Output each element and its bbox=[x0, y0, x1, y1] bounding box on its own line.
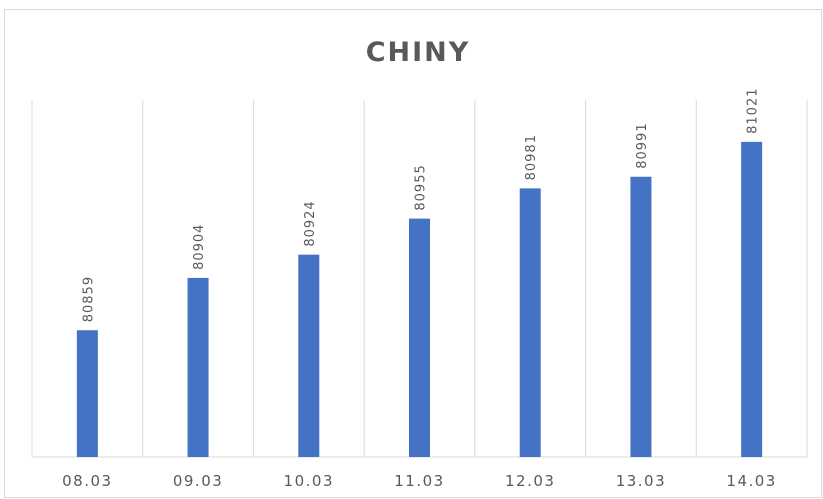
bar-14.03 bbox=[741, 141, 763, 457]
x-tick-label-12.03: 12.03 bbox=[505, 472, 555, 490]
bar-12.03 bbox=[519, 188, 541, 457]
bar-11.03 bbox=[409, 218, 430, 457]
data-label-11.03: 80955 bbox=[414, 164, 429, 210]
bar-10.03 bbox=[298, 254, 320, 457]
chart-title: CHINY bbox=[366, 37, 471, 68]
bar-09.03 bbox=[187, 277, 209, 457]
data-label-12.03: 80981 bbox=[524, 134, 539, 180]
data-label-08.03: 80859 bbox=[81, 276, 96, 322]
data-label-09.03: 80904 bbox=[192, 224, 207, 270]
x-tick-label-08.03: 08.03 bbox=[62, 472, 112, 490]
data-label-10.03: 80924 bbox=[303, 200, 318, 246]
x-tick-label-09.03: 09.03 bbox=[173, 472, 223, 490]
data-label-14.03: 81021 bbox=[746, 88, 761, 134]
x-tick-label-10.03: 10.03 bbox=[284, 472, 334, 490]
x-tick-label-13.03: 13.03 bbox=[616, 472, 666, 490]
x-tick-label-11.03: 11.03 bbox=[394, 472, 444, 490]
bar-08.03 bbox=[76, 330, 98, 457]
x-tick-label-14.03: 14.03 bbox=[726, 472, 776, 490]
bar-13.03 bbox=[630, 176, 652, 457]
data-label-13.03: 80991 bbox=[635, 122, 650, 168]
